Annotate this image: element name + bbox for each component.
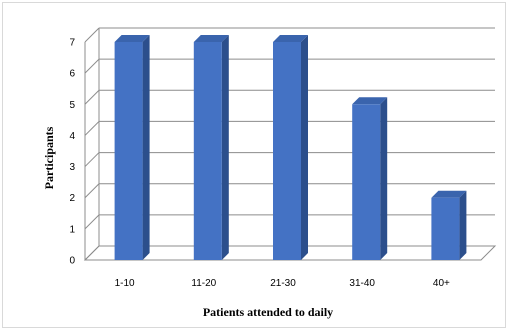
x-tick-labels: 1-10 11-20 21-30 31-40 40+ [115,278,450,289]
gridline-side [84,27,100,43]
x-tick-label: 21-30 [270,278,296,289]
bar-side [301,35,308,260]
bar [352,97,388,261]
y-tick-labels: 0 1 2 3 4 5 6 7 [69,38,75,267]
bar-top [352,97,388,105]
bar-front [273,42,301,260]
y-tick-label: 5 [69,100,75,111]
bar-side [221,35,229,260]
bar-chart: 0 1 2 3 4 5 6 7 1-10 11-20 21-30 31-40 40+ Particip… [42,27,497,319]
x-tick-label: 11-20 [191,278,216,289]
bar-top [193,35,229,42]
chart-frame: 0 1 2 3 4 5 6 7 1-10 11-20 21-30 31-40 40+ Particip… [2,2,506,328]
y-tick-label: 7 [69,38,75,49]
bar-top [431,190,467,198]
gridline-side [84,121,100,136]
bar-side [142,35,150,260]
y-tick-label: 0 [69,256,75,267]
bar-front [193,42,222,260]
x-tick-label: 1-10 [115,278,135,289]
floor [83,245,497,261]
gridline-side [84,183,100,199]
y-tick-label: 1 [69,224,75,235]
bar-side [380,97,388,261]
bar [114,35,150,260]
bar [193,35,229,260]
y-tick-label: 4 [69,131,75,142]
bar-top [114,35,150,42]
bar-front [114,42,143,260]
y-tick-label: 3 [69,162,75,173]
gridline-side [84,152,100,167]
gridline-side [84,58,100,74]
bar-front [431,197,460,260]
bar-front [352,104,381,261]
bar [273,35,308,260]
y-tick-label: 6 [69,69,75,80]
bar-top [273,35,308,42]
bar-side [459,190,467,260]
y-tick-label: 2 [69,193,75,204]
bars [114,35,467,261]
y-axis-title: Participants [42,126,56,189]
x-axis-title: Patients attended to daily [203,305,333,319]
x-tick-label: 31-40 [349,278,375,289]
x-tick-label: 40+ [433,278,450,289]
gridline-side [84,89,100,105]
gridline-side [84,214,100,230]
bar [431,190,467,260]
